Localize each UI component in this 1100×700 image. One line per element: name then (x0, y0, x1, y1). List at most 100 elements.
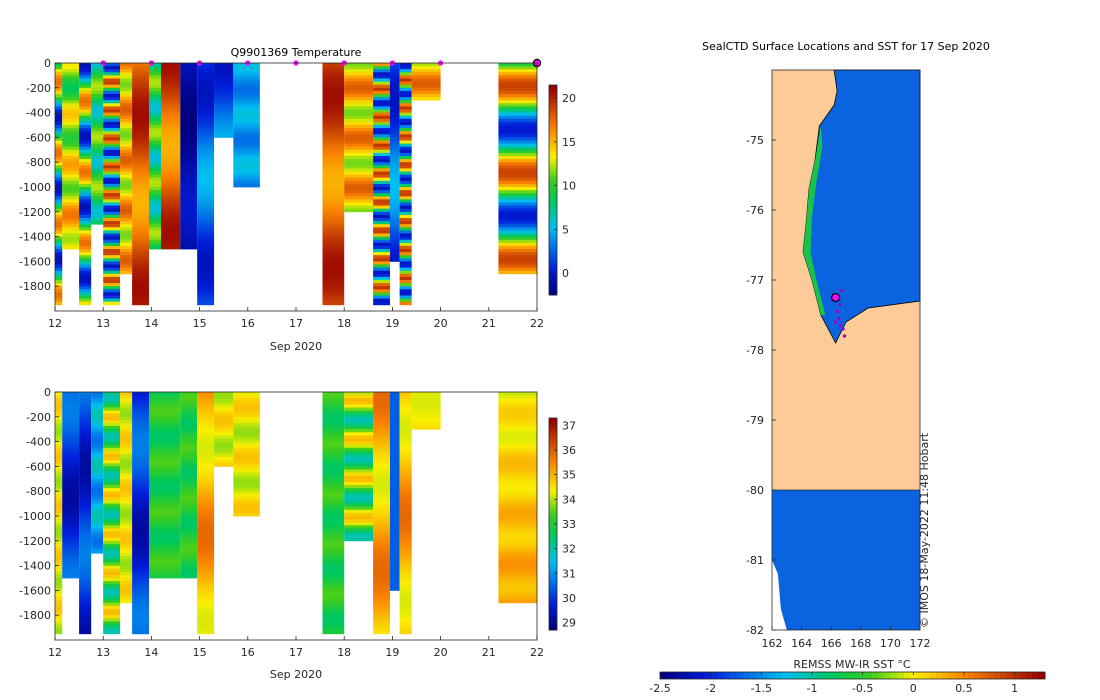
profile-cell (79, 593, 92, 597)
profile-cell (373, 87, 390, 92)
profile-cell (197, 81, 215, 86)
profile-cell (148, 84, 162, 89)
x-tick-label: 14 (144, 317, 158, 330)
temperature-panel: Q9901369 Temperature 12 13 14 15 16 17 18 19 20 2… (19, 46, 576, 353)
profile-cell (180, 233, 198, 237)
profile-cell (180, 469, 198, 473)
profile-cell (389, 63, 400, 67)
profile-cell (389, 128, 400, 132)
profile-cell (322, 112, 345, 117)
profile-cell (322, 571, 345, 576)
profile-cell (161, 125, 181, 129)
profile-cell (62, 193, 80, 197)
profile-cell (389, 423, 400, 427)
profile-cell (399, 413, 412, 418)
profile-cell (62, 522, 80, 526)
profile-cell (180, 168, 198, 172)
profile-cell (55, 128, 63, 132)
profile-cell (55, 196, 63, 200)
profile-cell (103, 199, 121, 203)
profile-cell (91, 392, 104, 396)
profile-cell (344, 199, 374, 203)
profile-cell (233, 90, 260, 95)
profile-cell (79, 556, 92, 560)
profile-cell (322, 578, 345, 582)
profile-cell (399, 112, 412, 117)
profile-cell (132, 485, 149, 489)
profile-cell (79, 416, 92, 421)
sst-colorbar-segment (891, 672, 898, 679)
profile-cell (120, 72, 133, 76)
profile-cell (180, 522, 198, 526)
profile-cell (62, 525, 80, 529)
profile-cell (197, 426, 215, 430)
profile-cell (399, 264, 412, 268)
profile-cell (120, 258, 133, 262)
profile-cell (132, 134, 149, 138)
track-point (838, 323, 842, 328)
profile-cell (373, 547, 390, 551)
sst-colorbar-frame (659, 671, 1046, 680)
profile-cell (132, 488, 149, 492)
profile-cell (103, 249, 121, 253)
profile-cell (91, 103, 104, 107)
profile-cell (79, 286, 92, 290)
profile-cell (344, 75, 374, 79)
profile-cell (344, 118, 374, 123)
profile-cell (79, 190, 92, 194)
profile-cell (79, 103, 92, 107)
profile-cell (399, 177, 412, 182)
profile-cell (498, 410, 537, 415)
y-tick-label: -1400 (19, 231, 51, 244)
profile-cell (373, 630, 390, 635)
colorbar-segment (549, 186, 557, 191)
profile-cell (103, 547, 121, 551)
profile-cell (322, 81, 345, 86)
profile-cell (214, 121, 234, 126)
profile-cell (399, 258, 412, 262)
profile-cell (120, 140, 133, 144)
profile-cell (197, 432, 215, 436)
sst-colorbar-segment (788, 672, 796, 679)
colorbar-segment (549, 197, 557, 201)
profile-cell (373, 103, 390, 107)
profile-cell (132, 112, 149, 117)
profile-cell (62, 571, 80, 576)
profile-cell (180, 180, 198, 185)
profile-cell (103, 112, 121, 117)
profile-cell (103, 624, 121, 628)
profile-cell (322, 438, 345, 442)
profile-cell (233, 112, 260, 117)
profile-cell (132, 497, 149, 501)
profile-cell (132, 289, 149, 293)
profile-cell (197, 602, 215, 607)
profile-cell (91, 447, 104, 452)
profile-cell (180, 497, 198, 501)
map-x-tick-label: 170 (880, 637, 901, 650)
profile-cell (399, 190, 412, 194)
profile-cell (180, 472, 198, 477)
profile-cell (161, 211, 181, 216)
profile-cell (389, 252, 400, 256)
profile-cell (498, 404, 537, 408)
profile-cell (55, 239, 63, 244)
profile-cell (344, 109, 374, 113)
profile-cell (132, 258, 149, 262)
profile-cell (498, 221, 537, 225)
profile-cell (161, 78, 181, 82)
profile-cell (132, 81, 149, 86)
profile-cell (120, 596, 133, 601)
profile-cell (55, 208, 63, 213)
profile-cell (197, 478, 215, 483)
profile-cell (55, 432, 63, 436)
profile-cell (132, 466, 149, 470)
colorbar-segment (549, 148, 557, 152)
profile-cell (62, 190, 80, 194)
profile-cell (498, 581, 537, 585)
sst-colorbar-tick-label: -2.5 (649, 682, 670, 695)
profile-cell (91, 171, 104, 175)
profile-cell (148, 574, 181, 579)
profile-cell (148, 115, 162, 120)
profile-cell (197, 236, 215, 241)
profile-cell (180, 404, 198, 408)
